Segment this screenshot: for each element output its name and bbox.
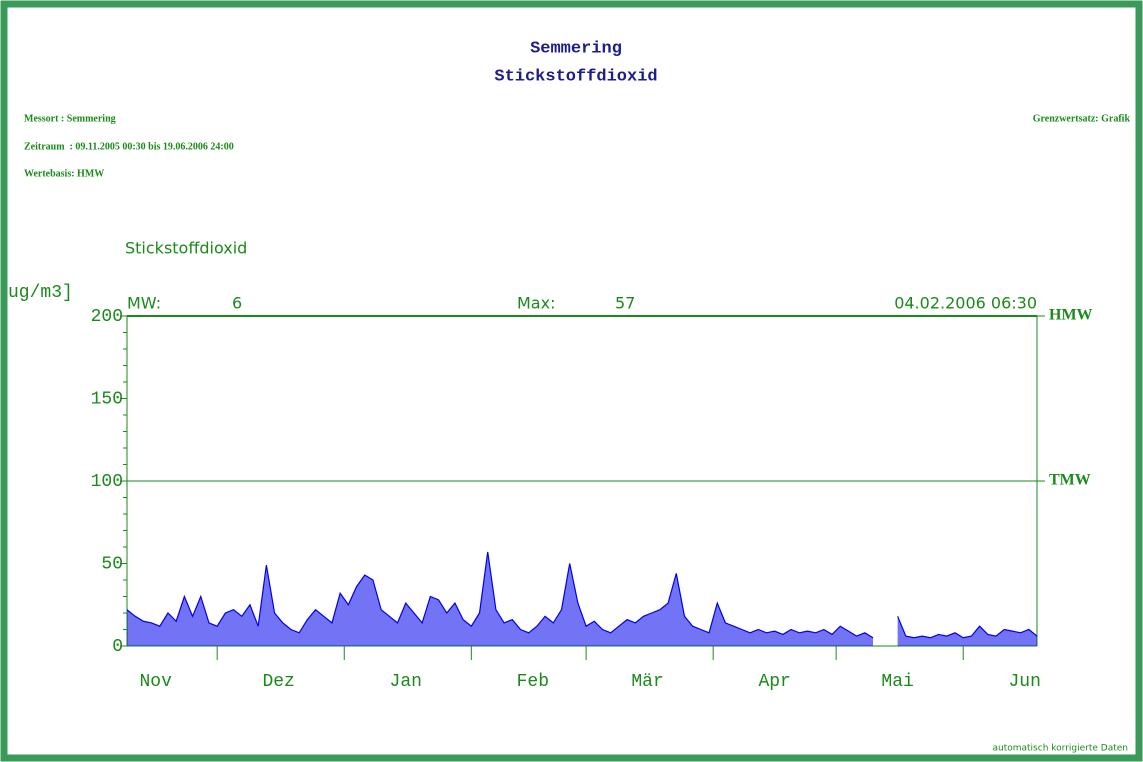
footer: automatisch korrigierte Daten [992,744,1128,754]
x-tick-label: Apr [758,672,790,692]
x-tick-label: Dez [262,672,294,692]
chart-subtitle: Stickstoffdioxid [494,67,657,86]
x-tick-label: Feb [517,672,549,692]
x-tick-label: Jun [1008,672,1040,692]
max-label: Max: [517,294,555,313]
series-area [127,551,1037,646]
zeitraum: Zeitraum : 09.11.2005 00:30 bis 19.06.20… [24,141,234,152]
chart-title: Semmering [530,39,622,58]
x-tick-label: Nov [139,672,172,692]
y-tick-label: 150 [91,389,123,409]
mw-value: 6 [232,294,242,313]
mw-label: MW: [127,294,161,313]
y-tick-label: 0 [112,637,123,657]
grenzwertsatz: Grenzwertsatz: Grafik [1033,113,1131,124]
y-axis-label: ug/m3] [8,283,73,303]
x-tick-label: Mär [631,672,663,692]
wertebasis: Wertebasis: HMW [24,168,104,179]
x-tick-label: Mai [881,672,913,692]
x-tick-label: Jan [390,672,422,692]
messort: Messort : Semmering [24,113,116,124]
threshold-label: HMW [1049,307,1093,324]
y-tick-label: 50 [101,554,123,574]
max-value: 57 [615,294,635,313]
y-tick-label: 200 [91,307,123,327]
series-line [126,551,1038,639]
component-label: Stickstoffdioxid [125,239,247,258]
threshold-label: TMW [1049,472,1091,489]
y-tick-label: 100 [91,472,123,492]
max-time: 04.02.2006 06:30 [894,294,1037,313]
